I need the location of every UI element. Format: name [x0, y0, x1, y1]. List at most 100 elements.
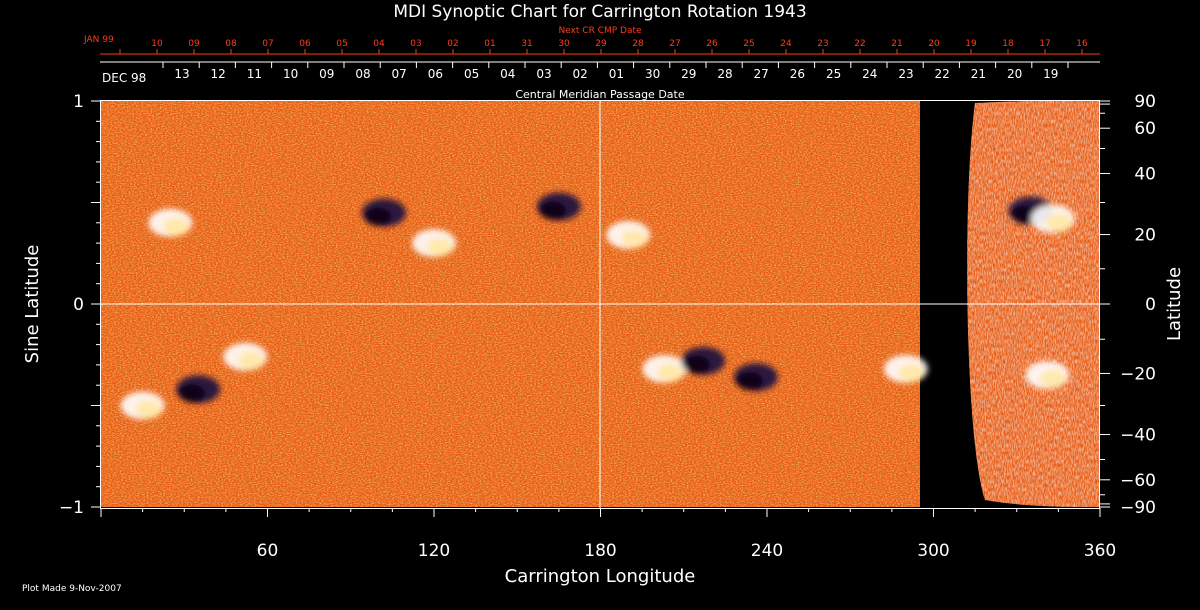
next-cr-date-label: 01: [484, 39, 495, 49]
next-cr-date-label: 31: [521, 39, 532, 49]
next-cr-date-label: 19: [965, 39, 977, 49]
y-right-tick-label: 0: [1145, 295, 1156, 315]
cmp-axis-label: Central Meridian Passage Date: [515, 88, 684, 101]
active-regions: [120, 192, 928, 420]
y-axis-right: 90 60 40 20 0 −20 −40 −60 −90: [1100, 92, 1156, 518]
cmp-date-label: 29: [681, 67, 696, 81]
next-cr-date-label: 05: [336, 39, 347, 49]
next-cr-date-label: 28: [632, 39, 644, 49]
next-cr-cmp-date-axis: Next CR CMP Date JAN 99 10 09 08 07 06 05 04 03…: [83, 26, 1100, 55]
next-cr-date-label: 02: [447, 39, 458, 49]
cmp-date-label: 13: [174, 67, 189, 81]
cmp-date-label: 12: [211, 67, 226, 81]
cmp-date-label: 01: [609, 67, 624, 81]
x-axis-label: Carrington Longitude: [505, 566, 696, 587]
next-cr-axis-label: Next CR CMP Date: [558, 26, 642, 36]
cmp-date-label: 08: [355, 67, 370, 81]
active-region-core: [179, 384, 206, 403]
y-left-tick-label: −1: [59, 498, 84, 518]
cmp-date-label: 06: [428, 67, 443, 81]
next-cr-date-label: 29: [595, 39, 607, 49]
chart-title: MDI Synoptic Chart for Carrington Rotati…: [393, 2, 806, 22]
limb-active-regions: [1008, 196, 1075, 390]
cmp-date-label: 07: [392, 67, 407, 81]
x-axis: 60 120 180 240 300 360: [100, 508, 1116, 561]
next-cr-date-label: 27: [669, 39, 680, 49]
y-left-tick-label: 1: [73, 92, 84, 112]
y-right-tick-label: −20: [1120, 364, 1156, 384]
y-left-tick-label: 0: [73, 295, 84, 315]
y-right-tick-label: −40: [1120, 425, 1156, 445]
next-cr-date-label: 23: [817, 39, 828, 49]
cmp-date-label: 21: [971, 67, 986, 81]
active-region-core: [657, 363, 684, 382]
x-tick-label: 360: [1084, 541, 1116, 561]
next-cr-date-label: 07: [262, 39, 273, 49]
y-axis-left-label: Sine Latitude: [22, 245, 43, 364]
cmp-date-label: 24: [862, 67, 877, 81]
next-cr-date-label: 25: [743, 39, 754, 49]
next-cr-date-label: 16: [1076, 39, 1088, 49]
next-cr-date-label: 20: [928, 39, 940, 49]
y-axis-right-label: Latitude: [1164, 267, 1185, 341]
y-right-tick-label: 60: [1134, 119, 1156, 139]
next-cr-date-label: 10: [151, 39, 163, 49]
active-region-core: [238, 351, 265, 370]
y-right-tick-label: −60: [1120, 471, 1156, 491]
next-cr-date-label: 26: [706, 39, 718, 49]
active-region-core: [1040, 370, 1067, 389]
next-cr-date-label: 24: [780, 39, 792, 49]
x-tick-label: 300: [917, 541, 949, 561]
active-region-core: [621, 229, 648, 248]
cmp-date-label: 20: [1007, 67, 1022, 81]
y-right-tick-label: 40: [1134, 165, 1156, 185]
next-cr-date-label: 06: [299, 39, 311, 49]
next-cr-date-label: 22: [854, 39, 865, 49]
active-region-core: [135, 400, 162, 419]
active-region-core: [163, 217, 190, 236]
x-tick-label: 180: [584, 541, 616, 561]
cmp-date-label: 19: [1043, 67, 1058, 81]
y-right-tick-label: 20: [1134, 226, 1156, 246]
x-tick-label: 60: [257, 541, 279, 561]
cmp-date-label: 30: [645, 67, 660, 81]
cmp-date-label: 25: [826, 67, 841, 81]
active-region-core: [736, 372, 763, 391]
cmp-date-label: 11: [247, 67, 262, 81]
plot-made-note: Plot Made 9-Nov-2007: [22, 584, 122, 594]
cmp-date-label: 10: [283, 67, 298, 81]
cmp-date-label: 05: [464, 67, 479, 81]
next-cr-date-label: 08: [225, 39, 237, 49]
cmp-date-label: 02: [573, 67, 588, 81]
next-cr-date-label: 03: [410, 39, 421, 49]
cmp-date-label: 22: [935, 67, 950, 81]
next-cr-date-label: 09: [188, 39, 200, 49]
x-tick-label: 240: [751, 541, 783, 561]
next-cr-date-label: 17: [1039, 39, 1050, 49]
active-region-core: [365, 207, 392, 226]
cmp-date-label: 27: [754, 67, 769, 81]
next-cr-axis-start-label: JAN 99: [83, 35, 114, 45]
next-cr-date-label: 18: [1002, 39, 1014, 49]
y-right-tick-label: −90: [1120, 498, 1156, 518]
cmp-date-label: 09: [319, 67, 334, 81]
active-region-core: [539, 201, 566, 220]
next-cr-date-label: 30: [558, 39, 570, 49]
cmp-date-label: 23: [898, 67, 913, 81]
cmp-date-axis: DEC 98 Central Meridian Passage Date 13 1…: [100, 61, 1100, 101]
cmp-date-label: 03: [536, 67, 551, 81]
y-right-tick-label: 90: [1134, 92, 1156, 112]
active-region-core: [427, 238, 453, 257]
x-tick-label: 120: [418, 541, 450, 561]
cmp-date-label: 04: [500, 67, 515, 81]
cmp-axis-start-label: DEC 98: [102, 71, 146, 85]
cmp-date-label: 26: [790, 67, 805, 81]
active-region-core: [898, 363, 925, 382]
y-axis-left: 1 0 −1: [59, 92, 101, 518]
next-cr-date-label: 04: [373, 39, 385, 49]
cmp-date-label: 28: [717, 67, 732, 81]
active-region-core: [684, 355, 711, 374]
next-cr-date-label: 21: [891, 39, 902, 49]
active-region-core: [1045, 213, 1072, 232]
